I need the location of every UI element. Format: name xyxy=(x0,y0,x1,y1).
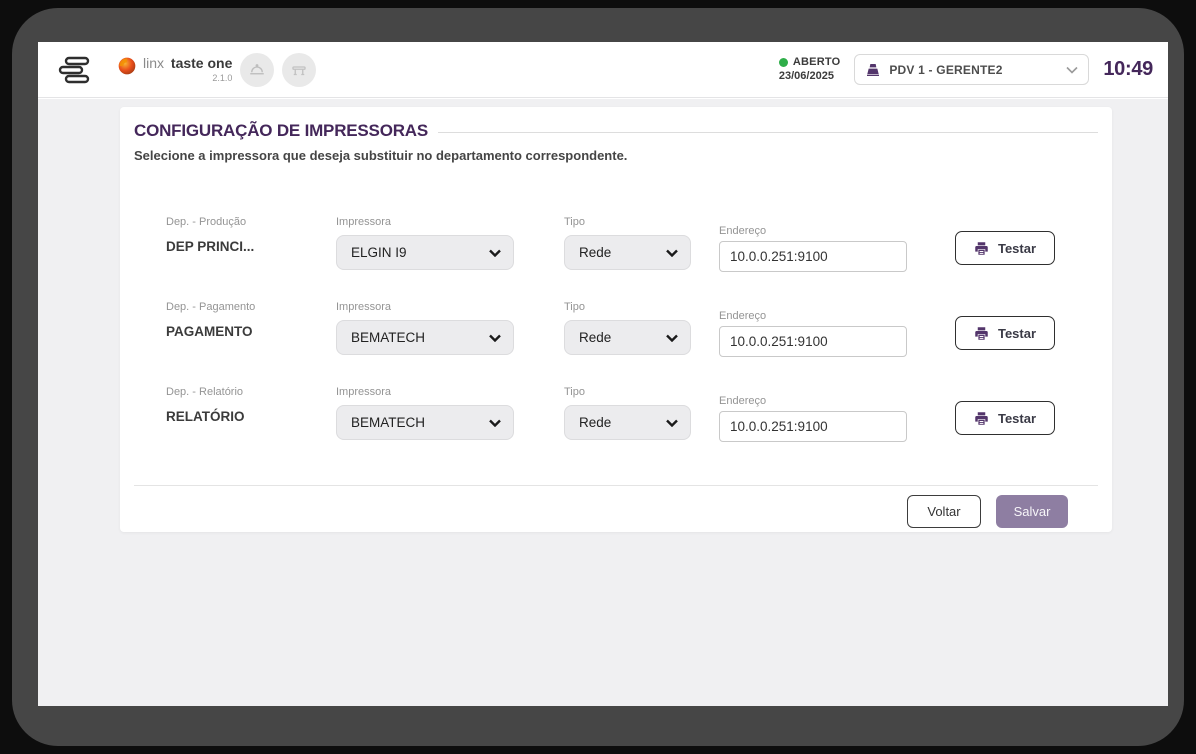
printer-select-value: BEMATECH xyxy=(351,330,426,345)
title-row: CONFIGURAÇÃO DE IMPRESSORAS xyxy=(134,121,1098,141)
dept-label: Dep. - Relatório xyxy=(166,386,244,398)
chevron-down-icon xyxy=(489,334,501,342)
cash-register-icon xyxy=(865,62,881,78)
status-open-dot xyxy=(778,58,788,68)
page-title: CONFIGURAÇÃO DE IMPRESSORAS xyxy=(134,121,429,140)
app-window: linx taste one 2.1.0 xyxy=(38,42,1168,706)
test-button-label: Testar xyxy=(997,240,1037,256)
test-button-label: Testar xyxy=(997,325,1037,341)
clock: 10:49 xyxy=(1103,58,1153,80)
printer-config-card: CONFIGURAÇÃO DE IMPRESSORAS Selecione a … xyxy=(120,107,1112,532)
type-select[interactable]: Rede xyxy=(564,405,691,440)
back-button[interactable]: Voltar xyxy=(907,495,981,528)
title-rule xyxy=(438,131,1098,133)
printer-icon xyxy=(974,411,989,426)
store-status: ABERTO 23/06/2025 xyxy=(778,55,841,84)
printer-field-label: Impressora xyxy=(336,301,392,313)
status-label: ABERTO xyxy=(792,55,841,68)
status-date: 23/06/2025 xyxy=(778,69,834,82)
address-field-label: Endereço xyxy=(719,395,767,407)
test-printer-button[interactable]: Testar xyxy=(955,231,1055,265)
address-field-label: Endereço xyxy=(719,225,767,237)
device-frame: linx taste one 2.1.0 xyxy=(12,8,1184,746)
address-field-label: Endereço xyxy=(719,310,767,322)
printer-select-value: BEMATECH xyxy=(351,415,426,430)
brand-name: linx xyxy=(143,55,165,71)
address-input[interactable] xyxy=(719,326,907,357)
address-input[interactable] xyxy=(719,241,907,272)
dept-name: DEP PRINCI... xyxy=(166,239,255,254)
menu-button[interactable] xyxy=(55,52,93,88)
printer-icon xyxy=(974,241,989,256)
type-select[interactable]: Rede xyxy=(564,320,691,355)
logo-text: linx taste one 2.1.0 xyxy=(143,56,232,83)
type-field-label: Tipo xyxy=(564,386,585,398)
pdv-user-select[interactable]: PDV 1 - GERENTE2 xyxy=(854,54,1090,85)
delivery-button[interactable] xyxy=(240,52,275,87)
card-footer: Voltar Salvar xyxy=(134,485,1098,528)
printer-select-value: ELGIN I9 xyxy=(351,245,407,260)
printer-icon xyxy=(974,326,989,341)
config-row-producao: Dep. - Produção DEP PRINCI... Impressora… xyxy=(134,213,1098,277)
chevron-down-icon xyxy=(489,419,501,427)
content-area: CONFIGURAÇÃO DE IMPRESSORAS Selecione a … xyxy=(38,99,1168,706)
type-field-label: Tipo xyxy=(564,301,585,313)
page-subtitle: Selecione a impressora que deseja substi… xyxy=(134,148,628,163)
linx-logo-icon xyxy=(117,56,137,76)
dept-label: Dep. - Pagamento xyxy=(166,301,256,313)
dept-name: PAGAMENTO xyxy=(166,324,253,339)
header-left: linx taste one 2.1.0 xyxy=(55,52,317,88)
pdv-user-value: PDV 1 - GERENTE2 xyxy=(889,62,1003,77)
header-right: ABERTO 23/06/2025 PDV 1 - GERENTE2 xyxy=(778,54,1153,85)
chevron-down-icon xyxy=(666,419,678,427)
dept-label: Dep. - Produção xyxy=(166,216,247,228)
save-button[interactable]: Salvar xyxy=(996,495,1068,528)
product-name: taste one xyxy=(170,55,233,71)
chevron-down-icon xyxy=(666,334,678,342)
tables-button[interactable] xyxy=(282,52,317,87)
dept-name: RELATÓRIO xyxy=(166,409,245,424)
address-input[interactable] xyxy=(719,411,907,442)
chevron-down-icon xyxy=(1066,66,1078,74)
cloche-icon xyxy=(248,61,266,79)
config-rows: Dep. - Produção DEP PRINCI... Impressora… xyxy=(134,213,1098,447)
test-printer-button[interactable]: Testar xyxy=(955,316,1055,350)
app-logo: linx taste one 2.1.0 xyxy=(117,56,232,83)
type-select[interactable]: Rede xyxy=(564,235,691,270)
config-row-relatorio: Dep. - Relatório RELATÓRIO Impressora BE… xyxy=(134,383,1098,447)
hamburger-menu-icon xyxy=(57,56,91,84)
chevron-down-icon xyxy=(666,249,678,257)
app-header: linx taste one 2.1.0 xyxy=(38,42,1168,98)
printer-select[interactable]: BEMATECH xyxy=(336,405,514,440)
type-select-value: Rede xyxy=(579,245,612,260)
type-select-value: Rede xyxy=(579,415,612,430)
config-row-pagamento: Dep. - Pagamento PAGAMENTO Impressora BE… xyxy=(134,298,1098,362)
printer-select[interactable]: BEMATECH xyxy=(336,320,514,355)
printer-select[interactable]: ELGIN I9 xyxy=(336,235,514,270)
printer-field-label: Impressora xyxy=(336,386,392,398)
printer-field-label: Impressora xyxy=(336,216,392,228)
app-version: 2.1.0 xyxy=(212,73,233,83)
test-printer-button[interactable]: Testar xyxy=(955,401,1055,435)
chevron-down-icon xyxy=(489,249,501,257)
type-select-value: Rede xyxy=(579,330,612,345)
test-button-label: Testar xyxy=(997,410,1037,426)
type-field-label: Tipo xyxy=(564,216,585,228)
table-icon xyxy=(290,61,308,79)
